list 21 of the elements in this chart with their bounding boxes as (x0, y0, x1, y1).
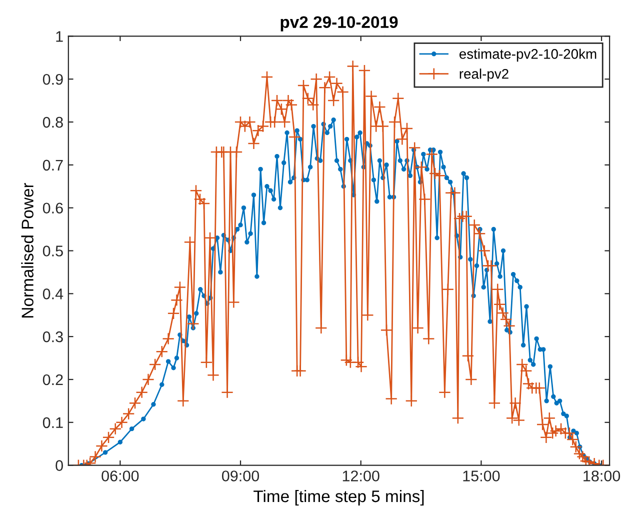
x-tick-label: 15:00 (463, 470, 500, 482)
x-tick-label: 06:00 (102, 470, 139, 482)
y-tick-label: 0.2 (42, 374, 63, 386)
y-tick-label: 0.7 (42, 160, 63, 171)
y-tick-label: 0.1 (42, 417, 63, 428)
x-axis-title: Time [time step 5 mins] (254, 490, 424, 506)
x-tick-label: 18:00 (584, 470, 620, 482)
y-tick-label: 0.6 (42, 202, 63, 214)
y-axis-title: Normalised Power (21, 182, 34, 318)
x-tick-label: 09:00 (222, 470, 260, 482)
legend-label: real-pv2 (460, 68, 508, 82)
y-tick-label: 0 (56, 460, 63, 471)
y-tick-label: 0.8 (42, 116, 63, 128)
y-tick-label: 0.5 (42, 246, 63, 256)
legend-label: estimate-pv2-10-20km (459, 48, 596, 62)
x-tick-label: 12:00 (342, 470, 380, 482)
chart-title: pv2 29-10-2019 (280, 16, 398, 32)
y-tick-label: 0.4 (42, 288, 64, 300)
y-tick-label: 0.9 (42, 74, 63, 85)
y-tick-label: 1 (56, 31, 63, 42)
y-tick-label: 0.3 (42, 331, 63, 342)
